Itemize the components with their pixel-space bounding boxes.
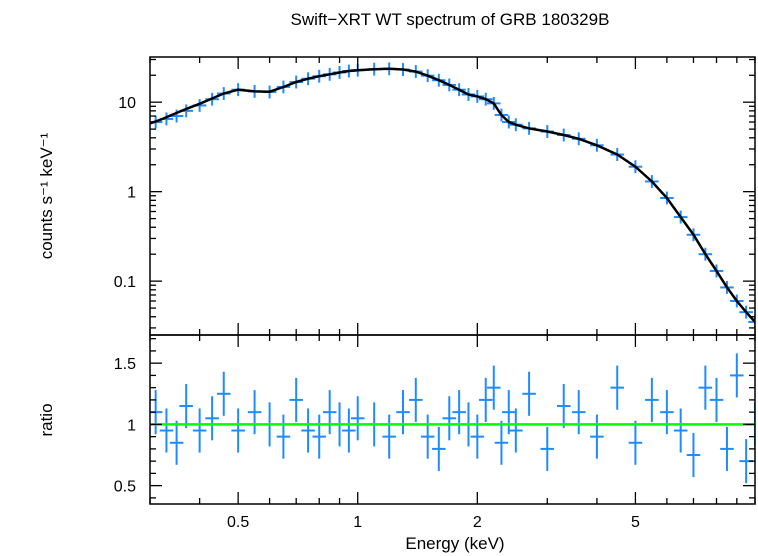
- ratio-data-point: [216, 371, 231, 416]
- ratio-data-point: [342, 408, 356, 453]
- x-tick-label: 5: [631, 514, 640, 531]
- ratio-data-point: [628, 420, 643, 465]
- ratio-data-point: [610, 365, 624, 410]
- ratio-data-point: [502, 390, 516, 435]
- x-axis-label: Energy (keV): [405, 534, 504, 553]
- ratio-data-point: [420, 414, 435, 459]
- y-tick-label: 10: [118, 95, 136, 112]
- ratio-data-point: [486, 365, 501, 410]
- ratio-data-point: [720, 426, 734, 471]
- y-tick-label: 0.5: [114, 479, 136, 496]
- y-axis-label-spectrum: counts s⁻¹ keV⁻¹: [37, 132, 56, 259]
- ratio-data-point: [159, 408, 174, 453]
- ratio-data-point: [350, 396, 365, 441]
- ratio-data-point: [301, 408, 315, 453]
- ratio-data-point: [396, 390, 410, 435]
- ratio-data-point: [709, 377, 724, 422]
- ratio-data-point: [698, 365, 713, 410]
- ratio-panel-frame: [149, 334, 756, 505]
- ratio-data-point: [522, 371, 536, 416]
- ratio-data-point: [432, 426, 446, 471]
- x-tick-label: 2: [473, 514, 482, 531]
- ratio-data-point: [590, 414, 604, 459]
- y-tick-label: 0.1: [114, 274, 136, 291]
- ratio-data-point: [289, 377, 303, 422]
- ratio-data-point: [730, 353, 744, 398]
- ratio-data-point: [442, 396, 457, 441]
- y-tick-label: 1.5: [114, 356, 136, 373]
- ratio-data-point: [169, 420, 184, 465]
- chart-title: Swift−XRT WT spectrum of GRB 180329B: [291, 10, 610, 29]
- y-tick-label: 1: [127, 185, 136, 202]
- ratio-data-point: [686, 432, 701, 478]
- ratio-data-point: [645, 377, 659, 422]
- ratio-data-point: [660, 390, 674, 435]
- y-tick-label: 1: [127, 417, 136, 434]
- x-tick-label: 1: [353, 514, 362, 531]
- ratio-data-point: [312, 414, 326, 459]
- ratio-data-point: [231, 408, 245, 453]
- ratio-data-point: [478, 377, 493, 422]
- ratio-data-point: [179, 383, 193, 429]
- axis-ticks: [149, 57, 756, 504]
- spectrum-data-points: [150, 62, 755, 329]
- spectrum-model-line: [150, 67, 755, 323]
- ratio-data-point: [509, 408, 523, 453]
- x-tick-label: 0.5: [227, 514, 249, 531]
- spectrum-data-point: [748, 315, 755, 329]
- ratio-data-point: [322, 390, 337, 435]
- ratio-data-point: [247, 390, 262, 435]
- ratio-data-point: [494, 420, 509, 465]
- ratio-data-point: [409, 377, 423, 422]
- ratio-data-point: [192, 408, 207, 453]
- ratio-data-point: [276, 414, 291, 459]
- ratio-data-point: [382, 414, 396, 459]
- tick-labels: 0.5 1 2 5 0.1 1 10 0.5 1 1.5: [114, 95, 640, 531]
- ratio-data-point: [452, 390, 466, 435]
- ratio-data-point: [556, 383, 571, 429]
- ratio-data-points: [150, 353, 755, 484]
- ratio-data-point: [673, 408, 688, 453]
- ratio-data-point: [470, 414, 485, 459]
- ratio-data-point: [571, 390, 586, 435]
- y-axis-label-ratio: ratio: [37, 403, 56, 436]
- ratio-data-point: [205, 396, 219, 441]
- ratio-data-point: [540, 426, 555, 471]
